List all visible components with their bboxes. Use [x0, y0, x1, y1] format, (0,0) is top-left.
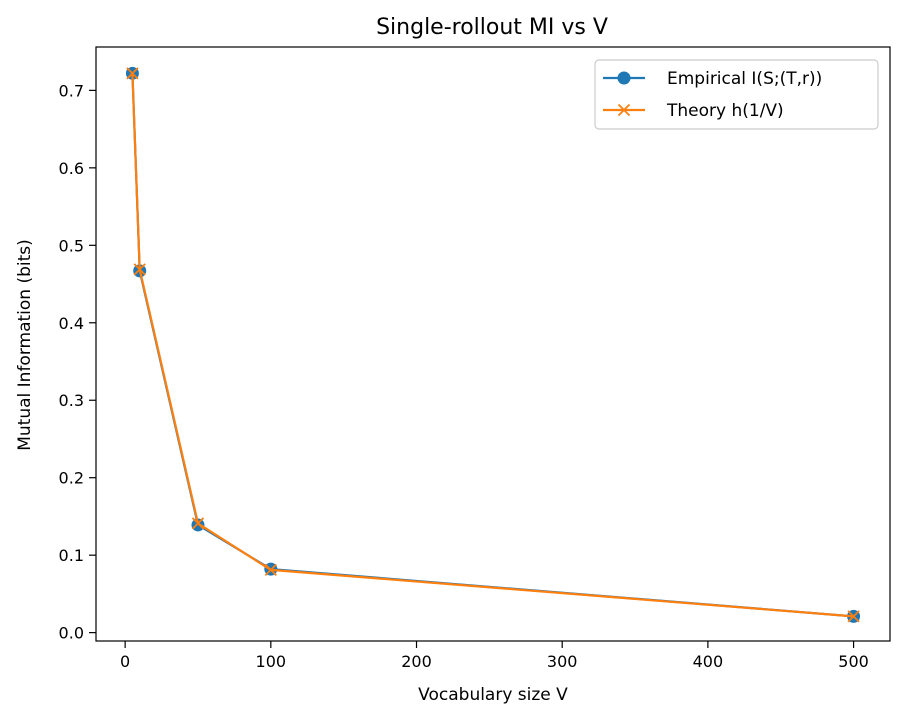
series-layer	[125, 66, 861, 623]
legend-marker	[617, 103, 631, 117]
legend-label: Empirical I(S;(T,r))	[667, 69, 822, 89]
x-tick-label: 200	[401, 652, 432, 671]
legend-marker	[617, 71, 631, 85]
data-point	[847, 610, 860, 623]
x-tick-label: 100	[256, 652, 287, 671]
x-tick-label: 0	[120, 652, 130, 671]
legend-frame	[594, 59, 879, 130]
plot-frame	[95, 46, 891, 642]
y-tick-label: 0.1	[59, 546, 84, 565]
x-axis-ticks: 0 100 200 300 400 500	[120, 641, 869, 671]
y-tick-label: 0.5	[59, 236, 84, 255]
y-tick-label: 0.2	[59, 469, 84, 488]
y-axis-ticks: 0.0 0.1 0.2 0.3 0.4 0.5 0.6 0.7	[59, 81, 96, 643]
legend: Empirical I(S;(T,r)) Theory h(1/V)	[594, 59, 879, 130]
data-point	[191, 517, 205, 530]
y-axis-label: Mutual Information (bits)	[15, 239, 35, 451]
x-tick-label: 500	[838, 652, 869, 671]
y-tick-label: 0.0	[59, 624, 84, 643]
y-tick-label: 0.6	[59, 159, 84, 178]
series-theory	[126, 67, 860, 623]
data-point	[133, 263, 146, 276]
data-point	[126, 67, 139, 80]
x-axis-label: Vocabulary size V	[418, 685, 568, 705]
legend-label: Theory h(1/V)	[666, 101, 784, 121]
x-tick-label: 300	[547, 652, 578, 671]
chart-title: Single-rollout MI vs V	[376, 15, 608, 40]
y-tick-label: 0.4	[59, 314, 84, 333]
data-point	[191, 518, 205, 532]
x-tick-label: 400	[693, 652, 724, 671]
data-point	[264, 563, 277, 577]
y-tick-label: 0.7	[59, 81, 84, 100]
y-tick-label: 0.3	[59, 391, 84, 410]
